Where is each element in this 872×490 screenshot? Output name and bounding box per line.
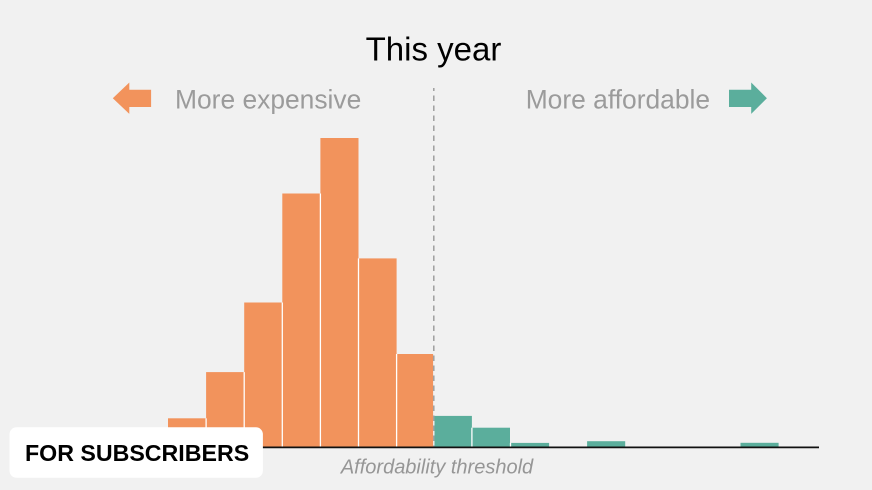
svg-text:Affordability threshold: Affordability threshold [340, 457, 534, 479]
svg-text:More expensive: More expensive [175, 85, 361, 115]
svg-text:FOR SUBSCRIBERS: FOR SUBSCRIBERS [25, 440, 249, 466]
svg-text:This year: This year [366, 31, 502, 68]
svg-text:More affordable: More affordable [526, 85, 710, 115]
